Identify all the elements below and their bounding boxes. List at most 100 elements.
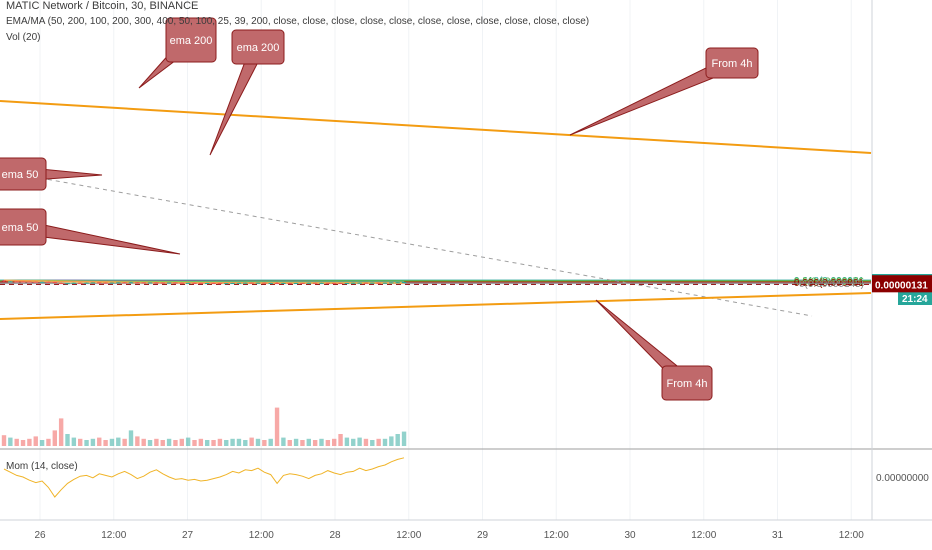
volume-bar xyxy=(344,437,350,446)
ema-lines xyxy=(3,279,405,284)
momentum-indicator-label[interactable]: Mom (14, close) xyxy=(6,461,78,472)
candle-body xyxy=(332,282,337,284)
volume-bar xyxy=(401,431,407,446)
volume-bar xyxy=(154,438,159,446)
candle-body xyxy=(185,282,191,284)
volume-bar xyxy=(128,430,134,446)
candle-body xyxy=(211,283,216,285)
candle-body xyxy=(306,282,311,284)
candle-body xyxy=(46,281,51,283)
candle-body xyxy=(382,282,388,284)
volume-bar xyxy=(192,440,197,446)
volume-bar xyxy=(135,436,140,446)
candle-body xyxy=(312,282,318,284)
volume-bar xyxy=(382,438,388,446)
candle-body xyxy=(84,282,89,284)
volume-bar xyxy=(166,438,172,446)
price-labels: 0.0000016021:240.000001450.00000131 xyxy=(872,274,932,305)
volume-level-label: 0.00000131 xyxy=(875,280,928,291)
volume-bar xyxy=(65,434,70,446)
candle-body xyxy=(1,280,7,282)
candle-body xyxy=(338,283,343,285)
candle-body xyxy=(97,282,102,284)
candle-body xyxy=(166,282,172,284)
volume-bar xyxy=(179,438,184,446)
candle-body xyxy=(274,282,280,284)
candle-body xyxy=(147,282,153,284)
time-axis-tick: 28 xyxy=(329,530,341,541)
candle-body xyxy=(8,281,13,283)
volume-bar xyxy=(173,440,178,446)
callout-annotations[interactable]: ema 200 ema 200 From 4h ema 50 ema 50 From 4h xyxy=(0,17,759,401)
candle-body xyxy=(205,283,210,285)
candle-body xyxy=(224,283,229,285)
volume-bar xyxy=(211,440,216,446)
volume-bar xyxy=(230,438,235,446)
candle-body xyxy=(401,282,407,283)
candle-body xyxy=(255,282,261,284)
callout-ema200-green-box xyxy=(231,29,285,65)
volume-bar xyxy=(243,440,248,446)
time-axis-tick: 12:00 xyxy=(396,530,421,541)
candle-body xyxy=(128,282,134,284)
candle-body xyxy=(192,282,197,284)
candle-body xyxy=(116,282,121,284)
volume-bar xyxy=(300,440,305,446)
volume-bar xyxy=(185,437,191,446)
volume-bar xyxy=(71,437,77,446)
volume-bar xyxy=(1,435,7,446)
symbol-title: MATIC Network / Bitcoin, 30, BINANCE xyxy=(6,0,199,12)
volume-bar xyxy=(370,440,375,446)
candle-body xyxy=(217,283,223,285)
candle-body xyxy=(300,282,305,284)
candle-body xyxy=(363,282,369,284)
candle-body xyxy=(249,282,254,284)
candle-body xyxy=(230,282,235,284)
volume-bar xyxy=(52,430,57,446)
time-axis-tick: 31 xyxy=(772,530,784,541)
countdown-bg xyxy=(898,291,932,305)
volume-bar xyxy=(84,440,89,446)
candle-body xyxy=(351,282,356,284)
callout-from4h-lower-box xyxy=(661,365,713,401)
candle-body xyxy=(179,282,184,284)
volume-bar xyxy=(281,437,286,446)
candle-body xyxy=(243,282,248,284)
volume-bar xyxy=(97,437,102,446)
volume-bar xyxy=(255,438,261,446)
candle-body xyxy=(198,282,204,284)
volume-bar xyxy=(27,438,32,446)
volume-bar xyxy=(389,436,394,446)
candle-body xyxy=(395,282,400,284)
candle-body xyxy=(39,281,45,283)
candle-body xyxy=(357,282,362,284)
callout-from4h-upper-box xyxy=(705,47,759,79)
time-axis-tick: 26 xyxy=(34,530,46,541)
volume-bar xyxy=(109,438,115,446)
candle-body xyxy=(20,281,26,283)
volume-bar xyxy=(236,438,242,446)
callout-ema50-mid-text: ema 50 xyxy=(2,222,39,234)
candle-body xyxy=(14,281,19,283)
volume-indicator-label[interactable]: Vol (20) xyxy=(6,32,41,43)
candle-body xyxy=(370,282,375,284)
candle-body xyxy=(281,282,286,284)
time-axis[interactable]: 26 12:00 27 12:00 28 12:00 29 12:00 30 12:00 31 12:… xyxy=(34,530,864,541)
time-axis-tick: 12:00 xyxy=(691,530,716,541)
volume-bar xyxy=(287,440,292,446)
callout-ema200-purple-box xyxy=(165,17,217,63)
trendlines[interactable] xyxy=(0,100,872,320)
momentum-pane: 0.00000000 xyxy=(3,457,929,498)
callout-ema50-mid-box xyxy=(0,208,47,246)
time-axis-tick: 12:00 xyxy=(101,530,126,541)
fib-trend-line xyxy=(39,177,813,317)
volume-bar xyxy=(205,440,210,446)
candle-body xyxy=(58,283,64,285)
time-axis-tick: 30 xyxy=(624,530,636,541)
volume-bar xyxy=(338,434,343,446)
volume-bar xyxy=(217,438,223,446)
ema-indicator-label[interactable]: EMA/MA (50, 200, 100, 200, 300, 400, 50,… xyxy=(6,16,590,27)
time-axis-tick: 27 xyxy=(182,530,194,541)
